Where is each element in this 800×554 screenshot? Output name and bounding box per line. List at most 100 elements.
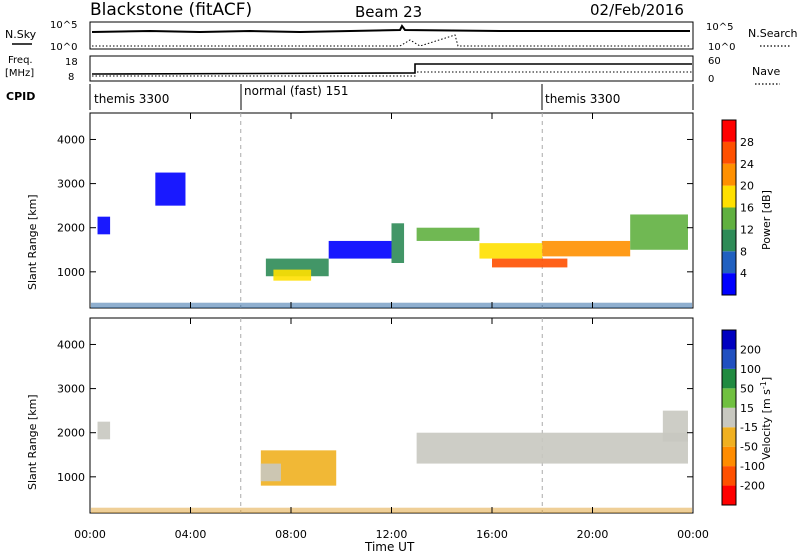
- nsearch-trace: [92, 34, 690, 47]
- velocity-panel-frame: [89, 317, 694, 514]
- velocity-colorbar-label-sup: -1: [759, 381, 768, 389]
- x-ticks: 00:00 04:00 08:00 12:00 16:00 20:00 00:00: [74, 113, 709, 541]
- freq-tick-bottom: 8: [68, 72, 74, 83]
- heatmap-region: [97, 421, 111, 440]
- velocity-panel: [89, 317, 694, 514]
- xaxis-label: Time UT: [364, 540, 415, 554]
- heatmap-region: [479, 243, 543, 259]
- colorbar-tick-label: 8: [740, 245, 747, 258]
- nave-tick-bottom: 0: [708, 74, 714, 85]
- colorbar-tick-label: 15: [740, 402, 754, 415]
- colorbar-swatch: [722, 229, 736, 252]
- y-tick-label: 1000: [57, 266, 85, 279]
- y-tick-label: 4000: [57, 338, 85, 351]
- power-ylabel: Slant Range [km]: [26, 194, 39, 290]
- colorbar-tick-label: 28: [740, 136, 754, 149]
- colorbar-frame: [721, 119, 737, 296]
- colorbar-swatch: [722, 185, 736, 208]
- colorbar-tick-label: 4: [740, 267, 747, 280]
- velocity-colorbar-label-main: Velocity [m s: [760, 389, 773, 460]
- colorbar-frame: [721, 329, 737, 506]
- colorbar-swatch: [722, 330, 736, 350]
- cpid-label: CPID: [6, 90, 35, 103]
- colorbar-swatch: [722, 141, 736, 164]
- heatmap-region: [492, 258, 568, 268]
- colorbar-swatch: [722, 120, 736, 142]
- colorbar-swatch: [722, 368, 736, 389]
- colorbar-tick-label: 20: [740, 180, 754, 193]
- heatmap-region: [260, 463, 281, 482]
- colorbar-swatch: [722, 407, 736, 428]
- power-panel: [89, 112, 694, 309]
- nsky-tick-bottom: 10^0: [50, 42, 77, 53]
- y-tick-label: 4000: [57, 133, 85, 146]
- y-tick-label: 3000: [57, 383, 85, 396]
- colorbar-swatch: [722, 273, 736, 295]
- cpid-segment-2: normal (fast) 151: [244, 84, 348, 98]
- colorbar-swatch: [722, 446, 736, 467]
- colorbar-tick-label: 50: [740, 382, 754, 395]
- y-tick-label: 2000: [57, 222, 85, 235]
- nave-tick-top: 60: [708, 56, 721, 67]
- x-tick-label: 00:00: [677, 528, 709, 541]
- colorbar-tick-label: 100: [740, 363, 761, 376]
- colorbar-tick-label: -100: [740, 460, 765, 473]
- colorbar-swatch: [722, 163, 736, 186]
- heatmap-region: [391, 223, 405, 263]
- nsky-label: N.Sky: [5, 28, 37, 41]
- colorbar-tick-label: 24: [740, 158, 754, 171]
- freq-tick-top: 18: [65, 57, 78, 68]
- x-tick-label: 16:00: [476, 528, 508, 541]
- freq-unit: [MHz]: [5, 68, 34, 79]
- date-title: 02/Feb/2016: [590, 1, 684, 19]
- velocity-colorbar-label-end: ]: [760, 377, 773, 381]
- power-colorbar-label: Power [dB]: [760, 190, 773, 250]
- x-tick-label: 12:00: [376, 528, 408, 541]
- x-tick-label: 04:00: [175, 528, 207, 541]
- heatmap-region: [662, 410, 688, 442]
- station-title: Blackstone (fitACF): [90, 0, 252, 20]
- colorbar-tick-label: 16: [740, 202, 754, 215]
- cpid-segment-1: themis 3300: [94, 92, 169, 106]
- colorbar-tick-label: -200: [740, 480, 765, 493]
- nave-trace: [92, 71, 692, 77]
- heatmap-region: [273, 269, 312, 281]
- heatmap-region: [542, 240, 631, 257]
- nave-label: Nave: [752, 65, 780, 78]
- velocity-colorbar-label: Velocity [m s-1]: [759, 377, 774, 460]
- colorbar-swatch: [722, 427, 736, 447]
- cpid-segment-3: themis 3300: [545, 92, 620, 106]
- heatmap-region: [155, 172, 186, 206]
- velocity-ylabel: Slant Range [km]: [26, 394, 39, 490]
- x-tick-label: 08:00: [275, 528, 307, 541]
- x-tick-label: 20:00: [577, 528, 609, 541]
- y-tick-label: 1000: [57, 471, 85, 484]
- power-colorbar: 4 8 12 16 20 24 28: [721, 119, 754, 296]
- colorbar-tick-label: -15: [740, 421, 758, 434]
- nsky-tick-top: 10^5: [50, 20, 77, 31]
- colorbar-tick-label: 200: [740, 343, 761, 356]
- freq-trace: [91, 63, 692, 75]
- colorbar-swatch: [722, 207, 736, 230]
- beam-title: Beam 23: [355, 3, 422, 21]
- colorbar-swatch: [722, 466, 736, 486]
- colorbar-tick-label: -50: [740, 441, 758, 454]
- nsky-trace: [91, 24, 690, 34]
- freq-label: Freq.: [8, 55, 33, 66]
- colorbar-tick-label: 12: [740, 223, 754, 236]
- heatmap-region: [97, 216, 111, 235]
- y-tick-label: 3000: [57, 178, 85, 191]
- colorbar-swatch: [722, 485, 736, 505]
- heatmap-region: [328, 240, 392, 259]
- heatmap-region: [416, 227, 480, 241]
- colorbar-swatch: [722, 251, 736, 274]
- colorbar-swatch: [722, 388, 736, 408]
- nsky-panel: [89, 21, 694, 50]
- heatmap-region: [416, 432, 688, 464]
- y-tick-label: 2000: [57, 427, 85, 440]
- freq-panel: [89, 55, 694, 82]
- y-ticks: 1000 2000 3000 4000 1000 2000 3000 4000: [57, 133, 693, 484]
- velocity-colorbar: -200 -100 -50 -15 15 50 100 200: [721, 329, 765, 506]
- colorbar-swatch: [722, 349, 736, 369]
